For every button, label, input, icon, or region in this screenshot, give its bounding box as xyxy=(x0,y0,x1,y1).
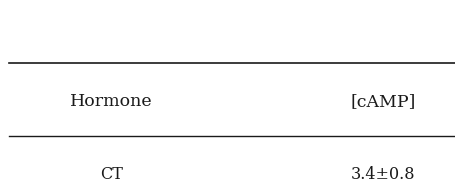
Text: [cAMP]: [cAMP] xyxy=(349,93,415,110)
Text: 3.4±0.8: 3.4±0.8 xyxy=(350,166,415,183)
Text: Hormone: Hormone xyxy=(70,93,153,110)
Text: CT: CT xyxy=(100,166,123,183)
